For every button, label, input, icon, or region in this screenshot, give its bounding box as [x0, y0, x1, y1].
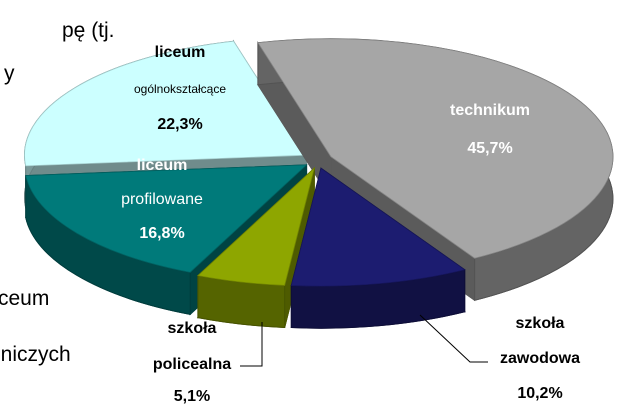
page-text: ceum	[0, 287, 49, 310]
page-text: y	[4, 62, 15, 85]
value-label: 16,8%	[139, 225, 184, 242]
page-text: pę (tj.	[62, 19, 115, 42]
slice	[290, 167, 466, 287]
leader-line	[419, 314, 488, 363]
pie	[24, 38, 614, 329]
slice-label: technikum	[450, 102, 530, 119]
slice-label: szkoła zawodowa	[500, 315, 580, 367]
slice-label: szkoła policealna	[153, 320, 231, 373]
slice-label: liceum ogólnokształcące	[134, 44, 226, 96]
slice	[257, 38, 614, 259]
value-label: 45,7%	[467, 140, 512, 157]
value-label: 5,1%	[174, 388, 210, 405]
leader-line	[240, 322, 263, 367]
page-text: lniczych	[0, 343, 71, 366]
slice	[197, 166, 316, 286]
value-label: 10,2%	[517, 385, 562, 402]
labels: technikum 45,7% szkoła zawodowa 10,2% szkoła p…	[121, 44, 580, 405]
slice-label: liceum profilowane	[121, 157, 203, 208]
value-label: 22,3%	[157, 116, 202, 133]
slice	[24, 40, 308, 167]
slice	[25, 164, 308, 273]
